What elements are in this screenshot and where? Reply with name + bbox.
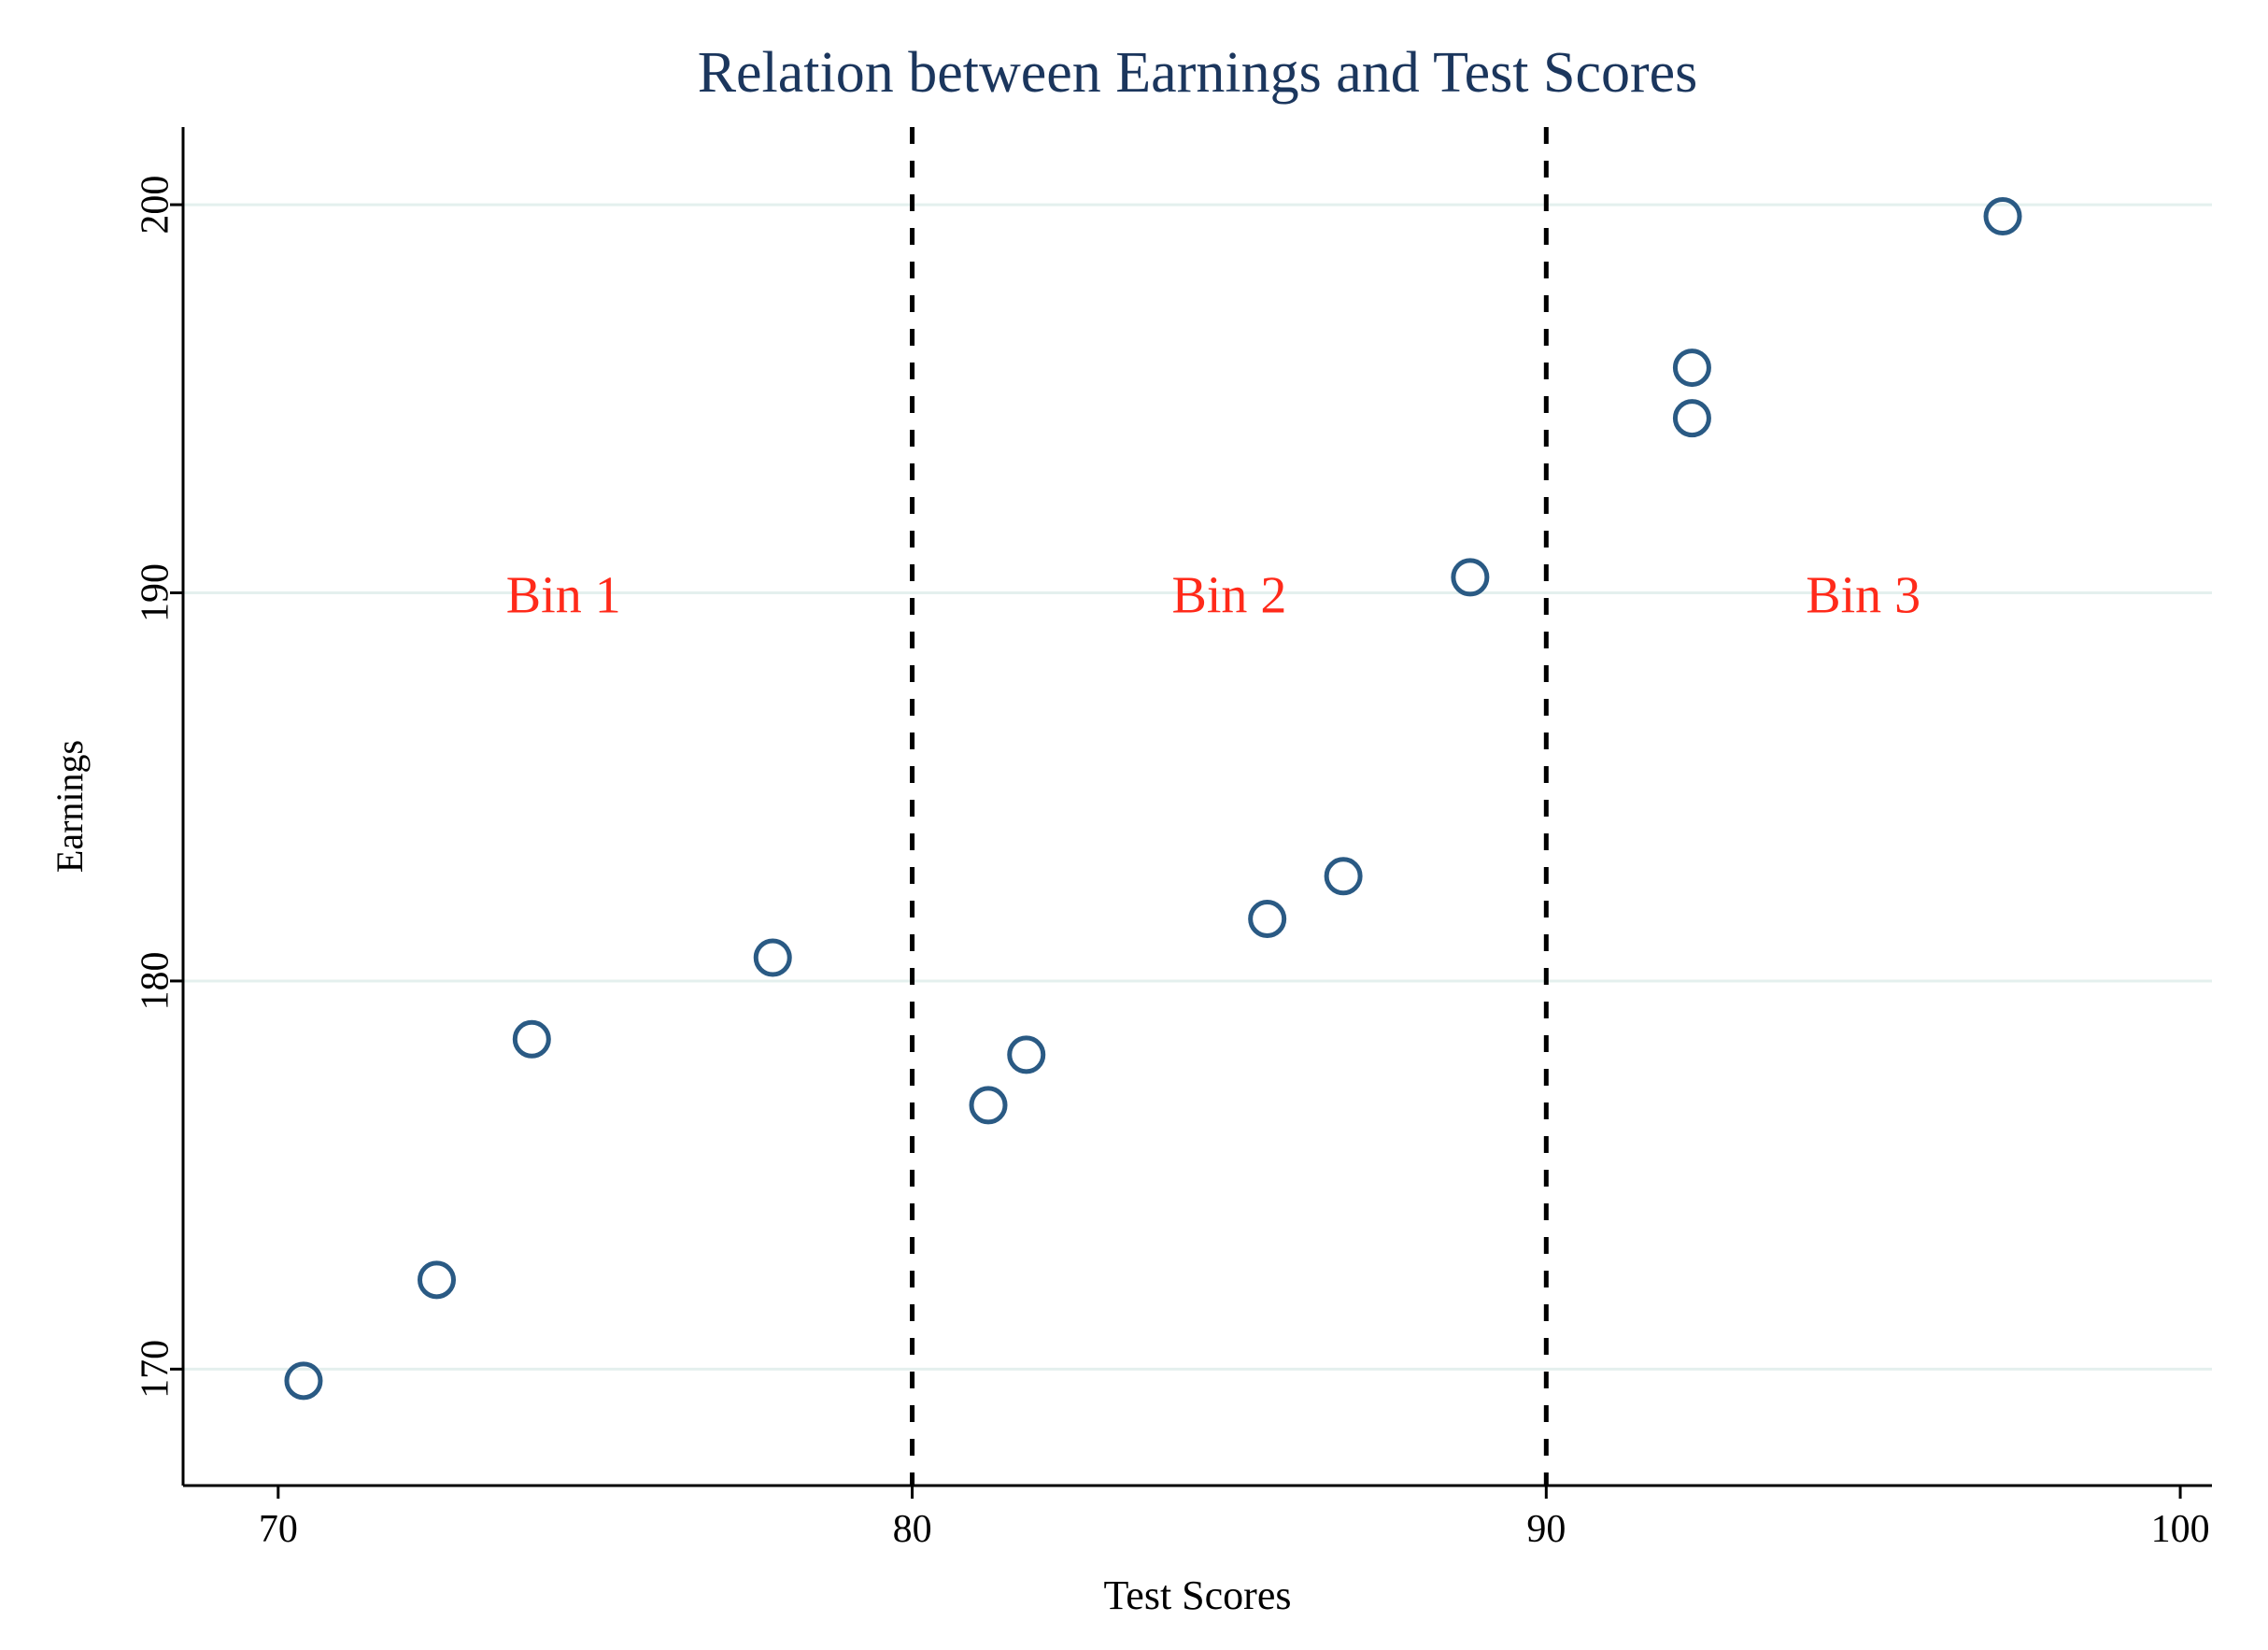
y-axis-label: Earnings — [49, 740, 91, 873]
bin-annotation: Bin 2 — [1171, 567, 1286, 625]
y-tick-label: 170 — [135, 1340, 177, 1399]
x-tick-label: 90 — [1526, 1508, 1566, 1551]
bin-annotation: Bin 1 — [506, 567, 621, 625]
x-tick-label: 80 — [893, 1508, 932, 1551]
chart-svg: 70 80 90 100 170 180 190 200 Test Scores Earnings… — [0, 0, 2268, 1650]
x-tick-label: 100 — [2151, 1508, 2210, 1551]
chart-title: Relation between Earnings and Test Score… — [698, 41, 1698, 105]
y-tick-label: 200 — [135, 176, 177, 235]
y-tick-label: 190 — [135, 563, 177, 622]
x-tick-label: 70 — [259, 1508, 298, 1551]
plot-area — [183, 127, 2212, 1486]
x-axis-label: Test Scores — [1104, 1572, 1292, 1618]
bin-annotation: Bin 3 — [1806, 567, 1921, 625]
scatter-chart: 70 80 90 100 170 180 190 200 Test Scores Earnings… — [0, 0, 2268, 1650]
y-tick-label: 180 — [135, 951, 177, 1010]
